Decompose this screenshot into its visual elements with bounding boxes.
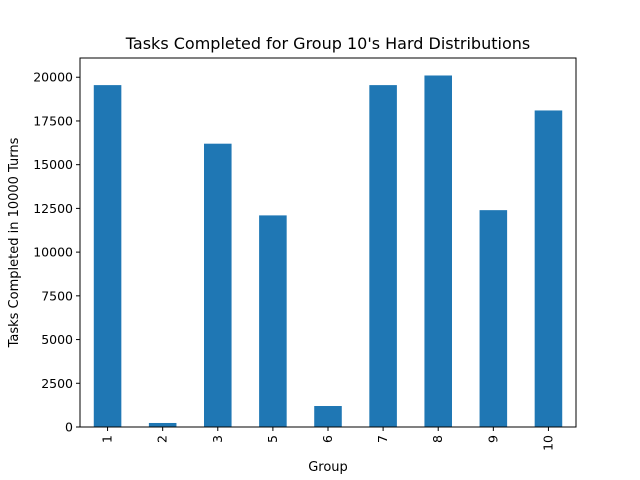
- bar-group-1: [93, 85, 122, 428]
- x-tick-label: 9: [485, 435, 500, 443]
- bar-group-8: [424, 75, 452, 428]
- x-tick-label: 7: [375, 435, 390, 443]
- x-tick-label: 8: [430, 435, 445, 443]
- bar-group-10: [534, 110, 563, 428]
- y-tick-label: 10000: [33, 245, 73, 260]
- bar-group-2: [148, 422, 177, 427]
- x-axis-label: Group: [308, 460, 348, 475]
- y-axis-label: Tasks Completed in 10000 Turns: [7, 137, 22, 348]
- y-tick-label: 17500: [33, 113, 73, 128]
- x-tick-label: 3: [210, 435, 225, 443]
- chart-title: Tasks Completed for Group 10's Hard Dist…: [125, 34, 530, 53]
- bar-group-6: [314, 406, 342, 427]
- y-tick-label: 12500: [33, 201, 73, 216]
- bar-group-3: [204, 143, 232, 427]
- x-tick-label: 1: [100, 435, 115, 443]
- y-tick-label: 7500: [41, 288, 73, 303]
- plot-frame: [79, 57, 577, 428]
- x-tick-label: 10: [540, 435, 555, 451]
- y-tick-label: 15000: [33, 157, 73, 172]
- bars-group: [93, 75, 563, 428]
- y-tick-label: 0: [65, 420, 73, 435]
- y-tick-label: 2500: [41, 376, 73, 391]
- bar-group-9: [479, 210, 508, 427]
- bar-group-7: [369, 85, 397, 428]
- x-axis: 1 2 3 5 6 7 8 9 10: [100, 427, 555, 451]
- x-tick-label: 2: [155, 435, 170, 443]
- bar-group-5: [259, 215, 287, 427]
- y-axis: 0 2500 5000 7500 10000 12500 15000 17500 20000: [33, 70, 80, 435]
- y-tick-label: 20000: [33, 70, 73, 85]
- x-tick-label: 5: [265, 435, 280, 443]
- y-tick-label: 5000: [41, 332, 73, 347]
- x-tick-label: 6: [320, 435, 335, 443]
